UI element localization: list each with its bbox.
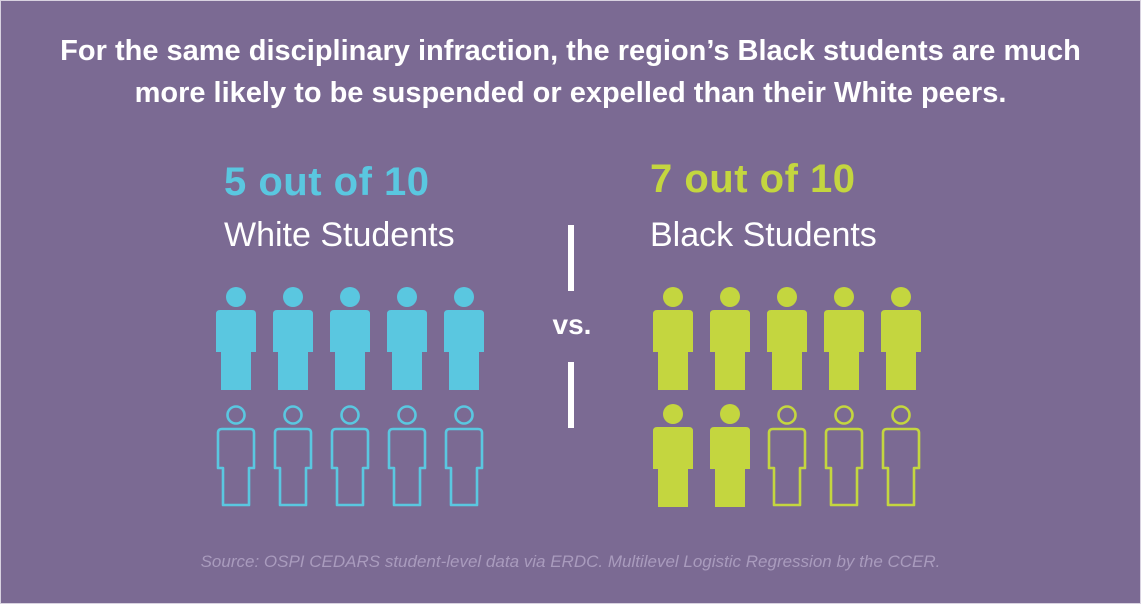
black-stat: 7 out of 10 bbox=[650, 157, 856, 201]
person-icon-outline bbox=[213, 403, 259, 513]
person-icon-filled bbox=[707, 286, 753, 396]
person-icon-outline bbox=[821, 403, 867, 513]
source-note: Source: OSPI CEDARS student-level data v… bbox=[200, 552, 941, 571]
person-icon-filled bbox=[213, 286, 259, 396]
white-group-label: White Students bbox=[224, 216, 455, 254]
person-icon-outline bbox=[327, 403, 373, 513]
person-icon-outline bbox=[270, 403, 316, 513]
person-icon-outline bbox=[441, 403, 487, 513]
person-icon-filled bbox=[821, 286, 867, 396]
person-icon-filled bbox=[707, 403, 753, 513]
vs-label: vs. bbox=[552, 309, 592, 340]
person-icon-filled bbox=[441, 286, 487, 396]
person-icon-filled bbox=[764, 286, 810, 396]
person-icon-filled bbox=[270, 286, 316, 396]
person-icon-outline bbox=[764, 403, 810, 513]
person-icon-outline bbox=[384, 403, 430, 513]
headline-line-1: For the same disciplinary infraction, th… bbox=[60, 35, 1081, 67]
black-group-label: Black Students bbox=[650, 216, 877, 254]
person-icon-outline bbox=[878, 403, 924, 513]
headline-line-2: more likely to be suspended or expelled … bbox=[134, 77, 1007, 109]
person-icon-filled bbox=[384, 286, 430, 396]
person-icon-filled bbox=[650, 286, 696, 396]
divider-top bbox=[568, 225, 574, 291]
white-stat: 5 out of 10 bbox=[224, 160, 430, 204]
person-icon-filled bbox=[878, 286, 924, 396]
headline: For the same disciplinary infraction, th… bbox=[20, 30, 1121, 114]
divider-bottom bbox=[568, 362, 574, 428]
person-icon-filled bbox=[327, 286, 373, 396]
person-icon-filled bbox=[650, 403, 696, 513]
